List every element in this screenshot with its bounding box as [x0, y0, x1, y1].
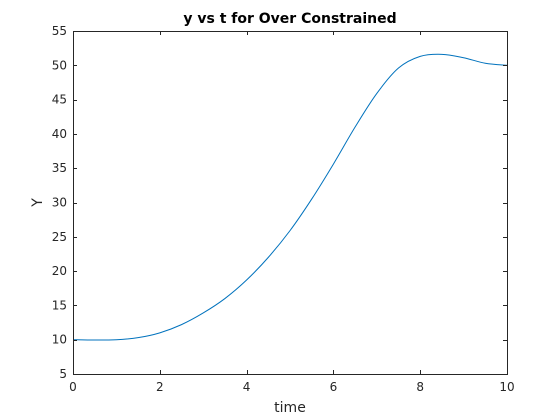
x-axis-label: time: [274, 400, 306, 416]
x-tick-label: 4: [243, 380, 251, 394]
y-axis-ticks: 5 10 15 20 25 30 35 40 45 50 55: [52, 24, 507, 381]
y-tick-label: 40: [52, 127, 67, 141]
y-tick-label: 50: [52, 58, 67, 72]
y-tick-label: 25: [52, 230, 67, 244]
y-tick-label: 30: [52, 196, 67, 210]
plot-area: [73, 31, 507, 374]
x-tick-label: 2: [156, 380, 164, 394]
y-axis-label: Y: [30, 198, 46, 208]
chart-title: y vs t for Over Constrained: [183, 11, 396, 27]
x-tick-label: 6: [330, 380, 338, 394]
y-tick-label: 10: [52, 333, 67, 347]
y-tick-label: 15: [52, 298, 67, 312]
y-tick-label: 45: [52, 93, 67, 107]
x-tick-label: 8: [416, 380, 424, 394]
series-line-0: [72, 53, 508, 341]
y-tick-label: 55: [52, 24, 67, 38]
y-tick-label: 35: [52, 161, 67, 175]
y-tick-label: 5: [59, 367, 67, 381]
series-layer: [72, 53, 508, 341]
x-axis-ticks: 0 2 4 6 8 10: [69, 31, 515, 394]
y-tick-label: 20: [52, 264, 67, 278]
x-tick-label: 0: [69, 380, 77, 394]
x-tick-label: 10: [499, 380, 514, 394]
